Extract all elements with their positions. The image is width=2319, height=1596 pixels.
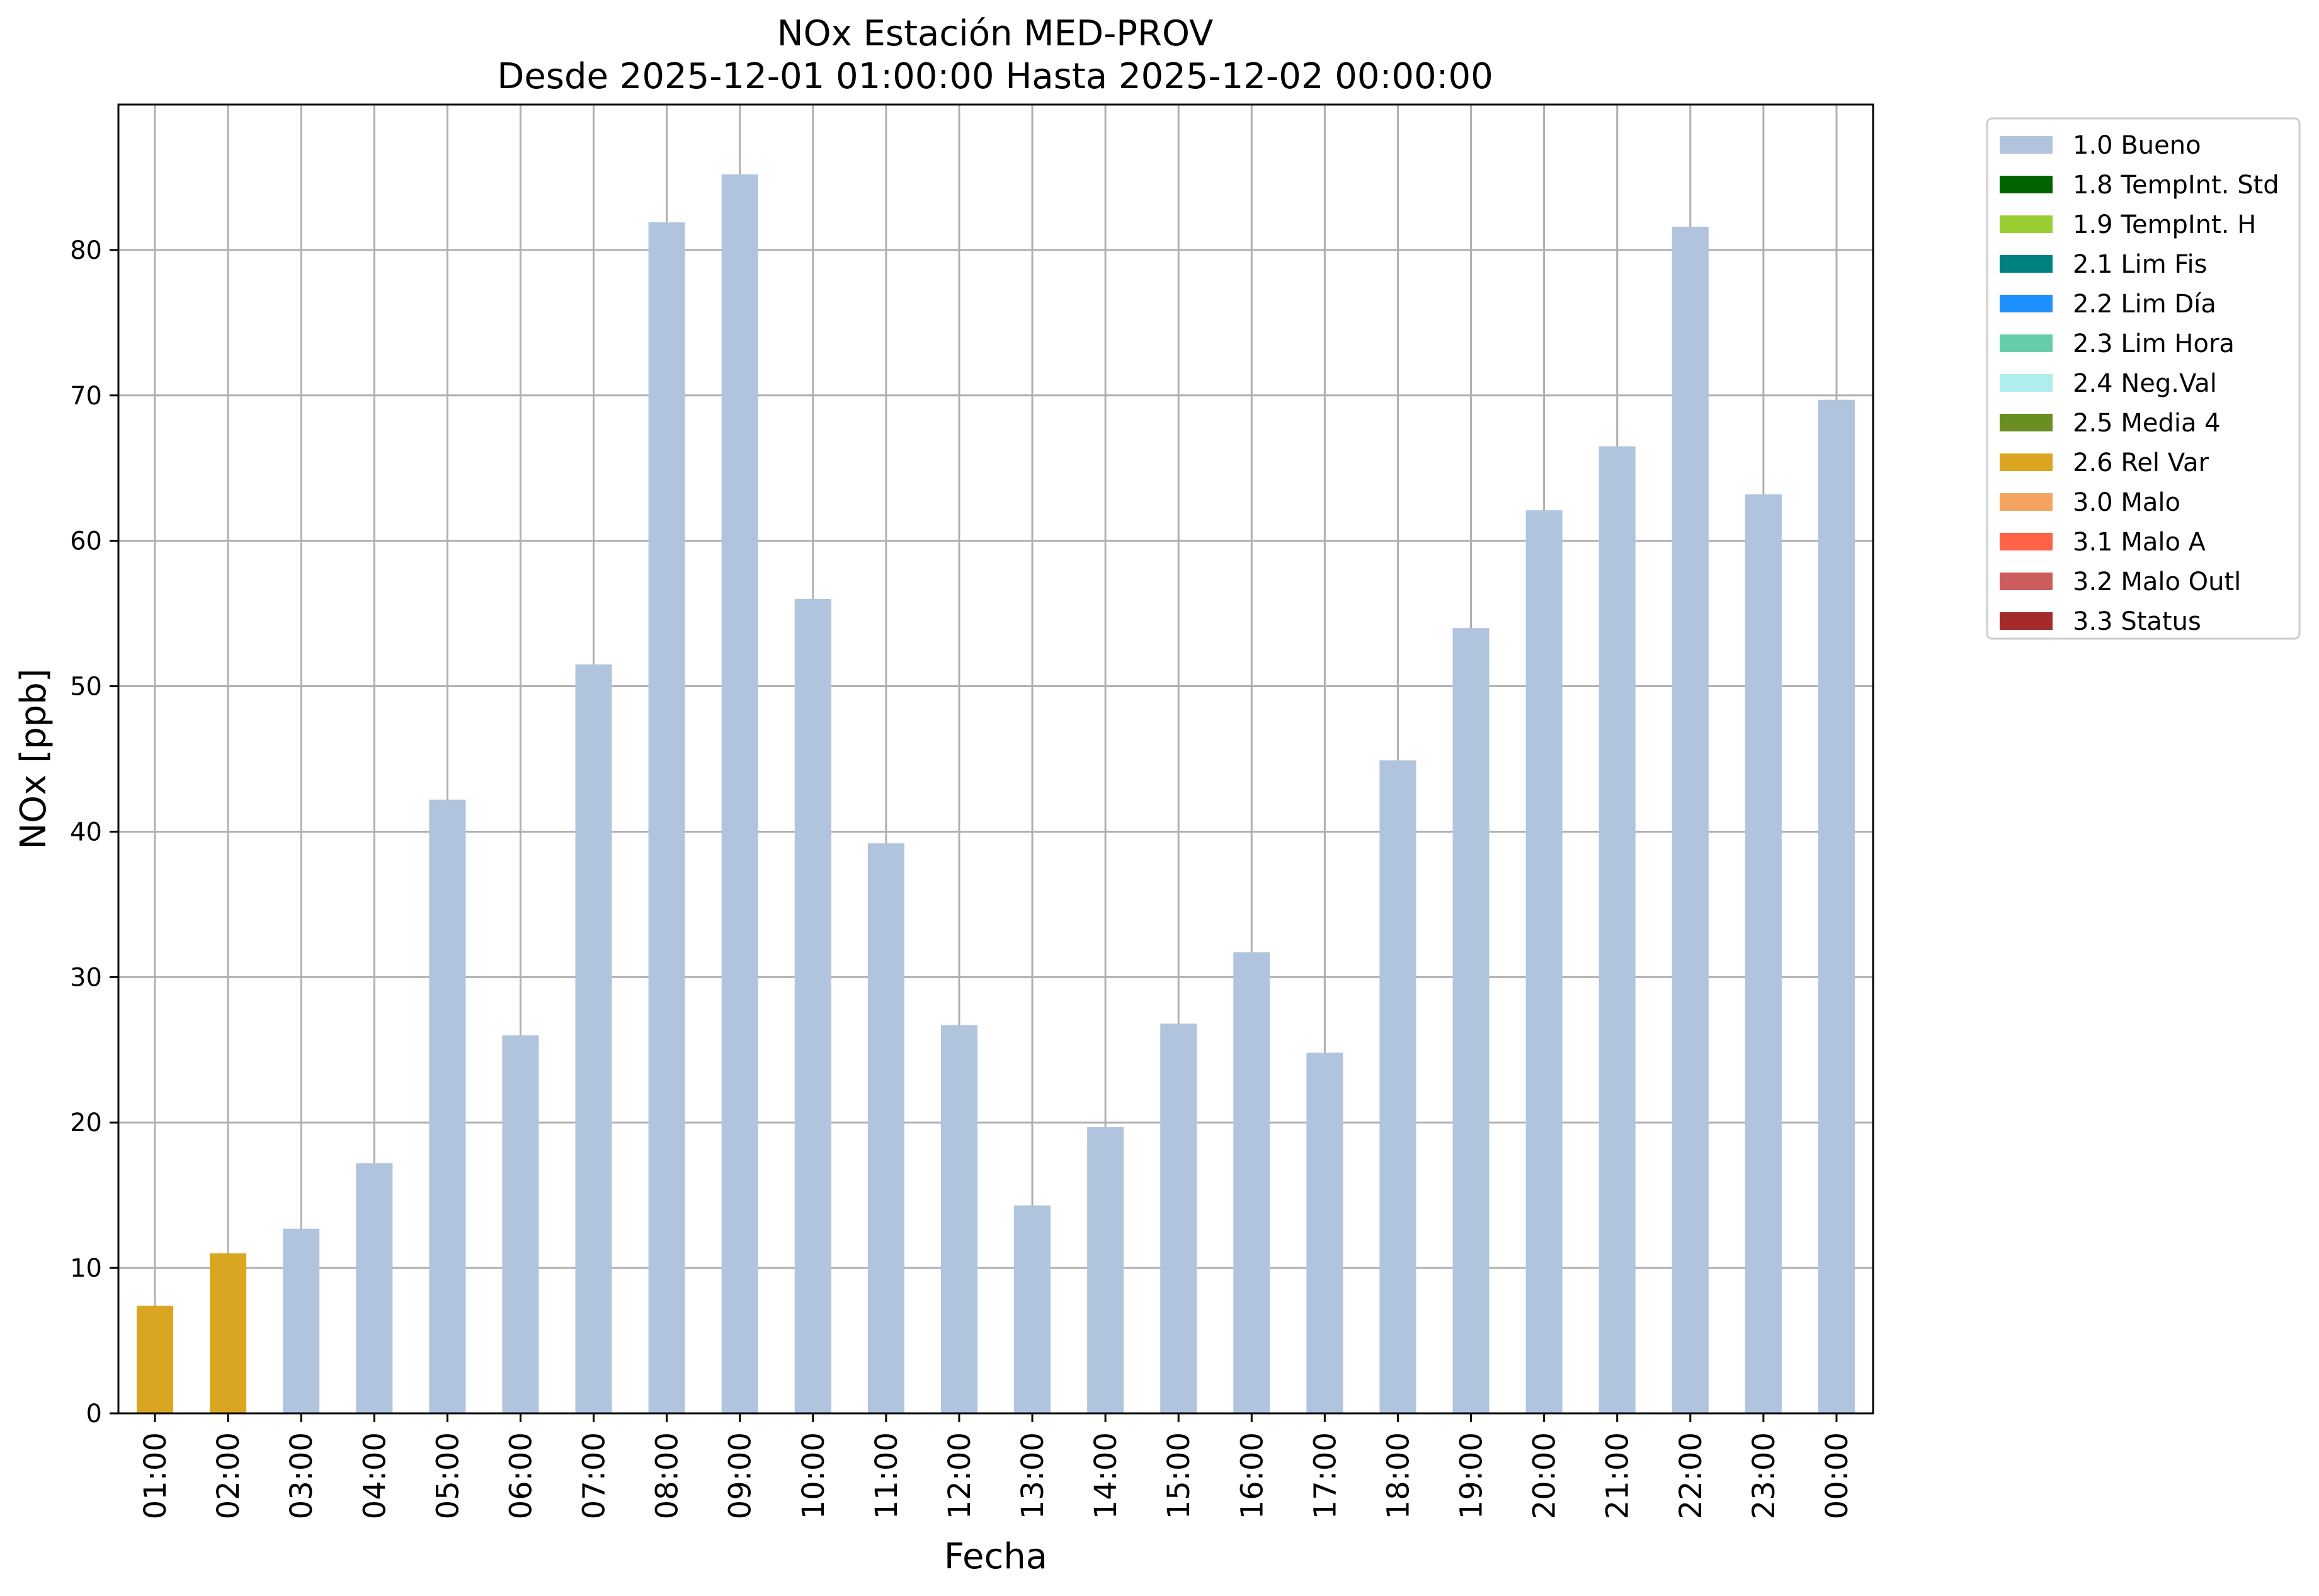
- bar-0900: [721, 174, 758, 1413]
- x-tick-label: 20:00: [1527, 1432, 1563, 1519]
- bar-0300: [283, 1228, 320, 1413]
- legend-swatch: [2000, 453, 2053, 471]
- bar-1100: [867, 843, 904, 1413]
- bar-2200: [1672, 226, 1709, 1413]
- chart-subtitle: Desde 2025-12-01 01:00:00 Hasta 2025-12-…: [497, 56, 1493, 97]
- x-tick-label: 12:00: [942, 1432, 977, 1519]
- bar-0600: [502, 1035, 539, 1413]
- x-tick-label: 22:00: [1673, 1432, 1709, 1519]
- legend-swatch: [2000, 176, 2053, 193]
- x-axis-label: Fecha: [944, 1536, 1047, 1577]
- legend-label: 2.6 Rel Var: [2073, 448, 2209, 477]
- legend-label: 2.2 Lim Día: [2073, 290, 2216, 319]
- legend-swatch: [2000, 374, 2053, 392]
- legend-label: 3.0 Malo: [2073, 488, 2180, 517]
- legend-swatch: [2000, 255, 2053, 273]
- legend-items: 1.0 Bueno 1.8 TempInt. Std 1.9 TempInt. H 2…: [2000, 131, 2279, 636]
- bar-1000: [794, 599, 831, 1413]
- x-tick-label: 02:00: [211, 1432, 246, 1519]
- legend-label: 2.1 Lim Fis: [2073, 250, 2207, 279]
- legend-swatch: [2000, 215, 2053, 233]
- bar-0100: [137, 1306, 174, 1413]
- x-tick-label: 21:00: [1600, 1432, 1636, 1519]
- legend-swatch: [2000, 295, 2053, 312]
- bar-0500: [429, 799, 466, 1413]
- y-tick-label: 60: [70, 527, 102, 556]
- bar-0000: [1818, 399, 1855, 1413]
- x-tick-label: 23:00: [1746, 1432, 1782, 1519]
- x-tick-label: 16:00: [1234, 1432, 1270, 1519]
- bar-1300: [1014, 1205, 1051, 1413]
- bar-1800: [1379, 760, 1416, 1413]
- legend-label: 3.2 Malo Outl: [2073, 567, 2241, 596]
- plot-frame: [117, 103, 1874, 1415]
- x-tick-label: 05:00: [430, 1432, 465, 1519]
- bar-0700: [575, 664, 612, 1413]
- x-tick-label: 14:00: [1088, 1432, 1124, 1519]
- legend-label: 1.9 TempInt. H: [2073, 210, 2256, 239]
- legend-swatch: [2000, 612, 2053, 630]
- y-tick-label: 80: [70, 236, 102, 265]
- legend-label: 3.3 Status: [2073, 607, 2201, 636]
- bar-1900: [1452, 628, 1490, 1414]
- x-tick-label: 07:00: [577, 1432, 612, 1519]
- x-tick-label: 13:00: [1015, 1432, 1051, 1519]
- bar-2000: [1525, 510, 1563, 1414]
- y-tick-label: 50: [70, 673, 102, 702]
- legend-label: 1.0 Bueno: [2073, 131, 2201, 160]
- x-tick-label: 03:00: [284, 1432, 319, 1519]
- x-tick-label: 17:00: [1308, 1432, 1343, 1519]
- x-tick-label: 19:00: [1454, 1432, 1490, 1519]
- y-tick-label: 30: [70, 963, 102, 992]
- bar-2300: [1745, 494, 1782, 1413]
- legend-swatch: [2000, 493, 2053, 511]
- x-tick-label: 11:00: [869, 1432, 904, 1519]
- legend-label: 1.8 TempInt. Std: [2073, 171, 2279, 200]
- y-axis-label: NOx [ppb]: [13, 668, 54, 849]
- bar-1200: [940, 1025, 977, 1413]
- legend-frame: [1986, 117, 2301, 640]
- y-axis-ticks: 0 10 20 30 40 50 60 70 80: [70, 236, 118, 1428]
- bar-0800: [648, 222, 685, 1413]
- x-tick-label: 06:00: [503, 1432, 538, 1519]
- x-tick-label: 08:00: [650, 1432, 685, 1519]
- bars: [137, 174, 1855, 1414]
- bar-1400: [1087, 1127, 1124, 1413]
- bar-1700: [1306, 1052, 1343, 1413]
- x-tick-label: 01:00: [138, 1432, 173, 1519]
- legend-label: 2.4 Neg.Val: [2073, 369, 2217, 398]
- legend-swatch: [2000, 573, 2053, 590]
- legend-label: 2.3 Lim Hora: [2073, 329, 2235, 358]
- x-tick-label: 00:00: [1820, 1432, 1855, 1519]
- bar-0400: [356, 1163, 393, 1413]
- legend-swatch: [2000, 533, 2053, 550]
- chart-title: NOx Estación MED-PROV: [777, 13, 1214, 54]
- legend-swatch: [2000, 136, 2053, 154]
- y-tick-label: 70: [70, 382, 102, 411]
- legend-label: 3.1 Malo A: [2073, 528, 2206, 557]
- x-tick-label: 10:00: [796, 1432, 831, 1519]
- legend-swatch: [2000, 334, 2053, 352]
- x-tick-label: 09:00: [723, 1432, 758, 1519]
- y-tick-label: 10: [70, 1254, 102, 1283]
- y-tick-label: 0: [86, 1399, 102, 1428]
- bar-0200: [210, 1253, 247, 1413]
- bar-2100: [1598, 446, 1636, 1413]
- bar-1600: [1233, 952, 1270, 1413]
- x-axis-ticks: 01:00 02:00 03:00 04:00 05:00 06:00 07:00 08:00…: [138, 1413, 1855, 1519]
- legend-swatch: [2000, 414, 2053, 431]
- legend: 1.0 Bueno 1.8 TempInt. Std 1.9 TempInt. H 2…: [1986, 117, 2301, 640]
- x-tick-label: 18:00: [1381, 1432, 1416, 1519]
- bar-1500: [1160, 1023, 1197, 1413]
- y-tick-label: 20: [70, 1109, 102, 1137]
- x-tick-label: 04:00: [357, 1432, 392, 1519]
- legend-label: 2.5 Media 4: [2073, 409, 2221, 438]
- x-tick-label: 15:00: [1161, 1432, 1197, 1519]
- y-tick-label: 40: [70, 818, 102, 846]
